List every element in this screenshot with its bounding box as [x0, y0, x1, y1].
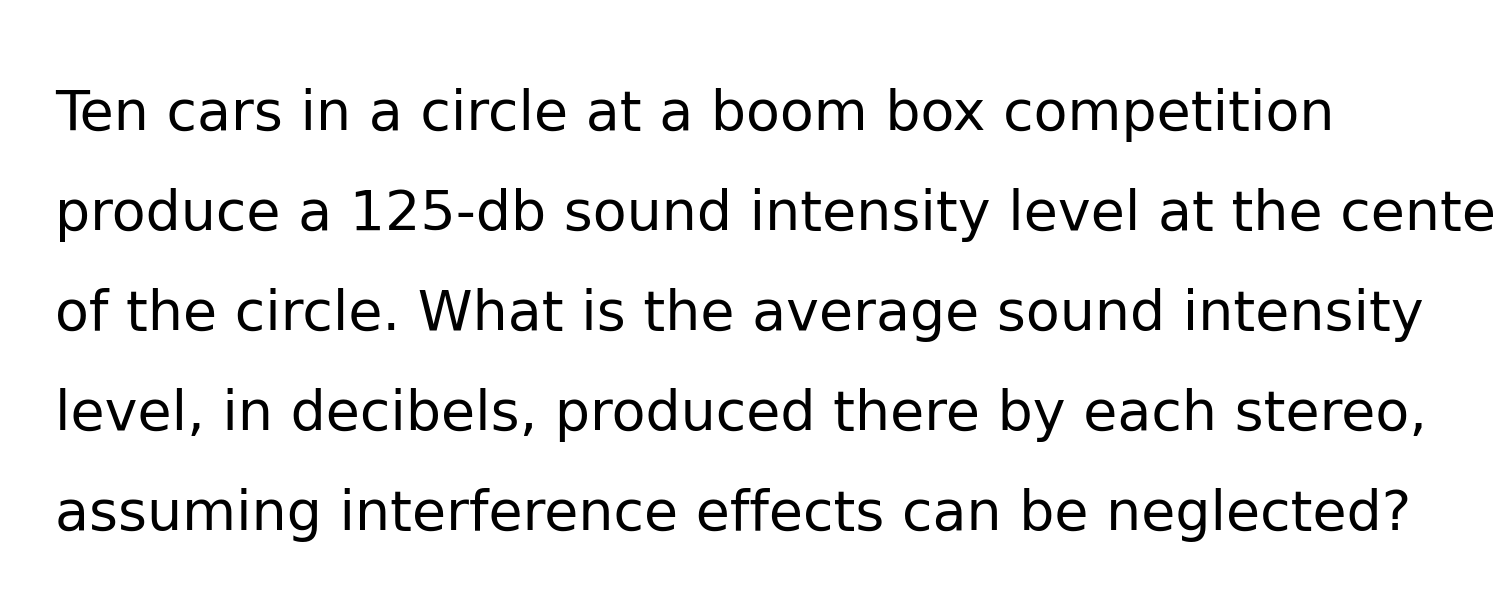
Text: of the circle. What is the average sound intensity: of the circle. What is the average sound… — [56, 288, 1423, 342]
Text: produce a 125-db sound intensity level at the center: produce a 125-db sound intensity level a… — [56, 188, 1500, 242]
Text: Ten cars in a circle at a boom box competition: Ten cars in a circle at a boom box compe… — [56, 88, 1335, 142]
Text: assuming interference effects can be neglected?: assuming interference effects can be neg… — [56, 488, 1411, 542]
Text: level, in decibels, produced there by each stereo,: level, in decibels, produced there by ea… — [56, 388, 1426, 442]
